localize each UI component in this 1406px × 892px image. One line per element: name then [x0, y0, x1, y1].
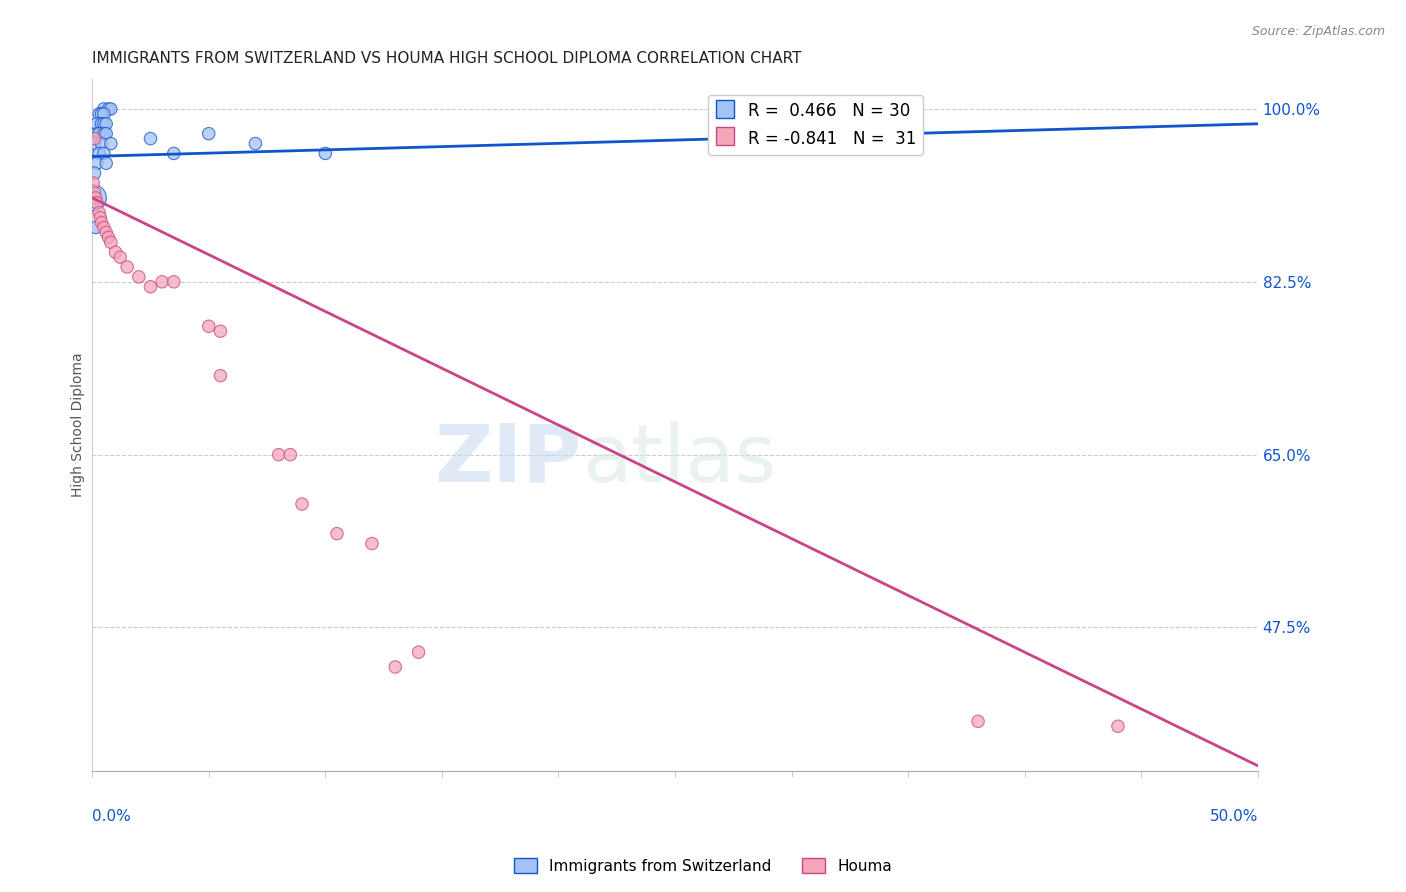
Point	[89, 205, 111, 219]
Text: 0.0%: 0.0%	[93, 809, 131, 823]
Point	[82, 176, 104, 190]
Point	[93, 127, 115, 141]
Legend: R =  0.466   N = 30, R = -0.841   N =  31: R = 0.466 N = 30, R = -0.841 N = 31	[709, 95, 924, 154]
Point	[82, 191, 104, 205]
Point	[89, 211, 111, 225]
Point	[100, 102, 122, 116]
Point	[280, 448, 302, 462]
Point	[408, 645, 430, 659]
Point	[163, 275, 186, 289]
Point	[209, 368, 232, 383]
Point	[291, 497, 314, 511]
Point	[83, 186, 105, 200]
Point	[104, 245, 127, 260]
Point	[86, 127, 108, 141]
Point	[384, 660, 406, 674]
Point	[93, 220, 115, 235]
Point	[139, 131, 162, 145]
Point	[100, 136, 122, 151]
Point	[100, 235, 122, 250]
Point	[83, 166, 105, 180]
Point	[139, 279, 162, 293]
Text: 50.0%: 50.0%	[1209, 809, 1258, 823]
Text: ZIP: ZIP	[434, 421, 582, 499]
Point	[93, 146, 115, 161]
Point	[108, 250, 131, 264]
Point	[83, 136, 105, 151]
Point	[97, 230, 120, 244]
Point	[209, 324, 232, 338]
Point	[245, 136, 267, 151]
Point	[96, 127, 118, 141]
Point	[163, 146, 186, 161]
Point	[86, 156, 108, 170]
Point	[84, 191, 107, 205]
Text: atlas: atlas	[582, 421, 776, 499]
Point	[93, 107, 115, 121]
Point	[150, 275, 173, 289]
Text: IMMIGRANTS FROM SWITZERLAND VS HOUMA HIGH SCHOOL DIPLOMA CORRELATION CHART: IMMIGRANTS FROM SWITZERLAND VS HOUMA HIG…	[93, 51, 801, 66]
Point	[89, 146, 111, 161]
Point	[267, 448, 290, 462]
Point	[967, 714, 990, 729]
Point	[90, 117, 112, 131]
Point	[86, 117, 108, 131]
Point	[361, 536, 384, 550]
Point	[326, 526, 349, 541]
Point	[83, 131, 105, 145]
Point	[128, 269, 150, 284]
Y-axis label: High School Diploma: High School Diploma	[72, 352, 86, 498]
Point	[90, 136, 112, 151]
Point	[93, 117, 115, 131]
Point	[89, 107, 111, 121]
Point	[314, 146, 336, 161]
Point	[86, 195, 108, 210]
Point	[96, 156, 118, 170]
Point	[93, 102, 115, 116]
Point	[197, 127, 219, 141]
Point	[89, 127, 111, 141]
Point	[90, 107, 112, 121]
Legend: Immigrants from Switzerland, Houma: Immigrants from Switzerland, Houma	[508, 852, 898, 880]
Point	[780, 102, 803, 116]
Point	[90, 216, 112, 230]
Point	[97, 102, 120, 116]
Point	[115, 260, 138, 274]
Point	[96, 226, 118, 240]
Point	[84, 220, 107, 235]
Text: Source: ZipAtlas.com: Source: ZipAtlas.com	[1251, 25, 1385, 38]
Point	[96, 117, 118, 131]
Point	[1107, 719, 1129, 733]
Point	[197, 319, 219, 334]
